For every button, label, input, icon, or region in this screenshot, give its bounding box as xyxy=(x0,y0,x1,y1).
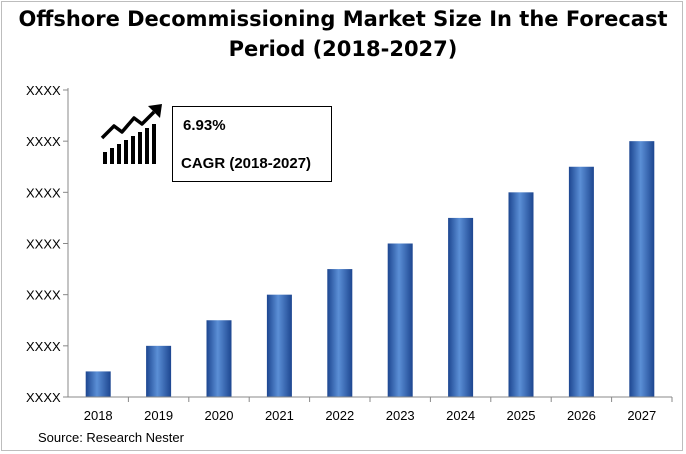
bar-2025 xyxy=(508,192,534,397)
y-tick-label: XXXX xyxy=(26,83,61,98)
x-tick-label-2021: 2021 xyxy=(265,408,294,423)
cagr-callout: 6.93% CAGR (2018-2027) xyxy=(172,106,332,182)
cagr-label: CAGR (2018-2027) xyxy=(181,155,312,172)
bar-series xyxy=(85,141,655,397)
y-tick-label: XXXX xyxy=(26,185,61,200)
chart-title-line-1: Offshore Decommissioning Market Size In … xyxy=(18,7,668,31)
bar-2021 xyxy=(266,294,292,397)
bar-2026 xyxy=(568,166,594,397)
growth-chart-arrow-icon xyxy=(100,104,162,164)
chart-title-line-2: Period (2018-2027) xyxy=(228,37,458,61)
chart-title: Offshore Decommissioning Market Size In … xyxy=(0,4,686,64)
bar-2020 xyxy=(206,320,232,397)
bar-2018 xyxy=(85,371,111,397)
bar-2022 xyxy=(327,269,353,397)
source-note: Source: Research Nester xyxy=(38,430,184,445)
bar-2023 xyxy=(387,243,413,397)
x-tick-label-2025: 2025 xyxy=(507,408,536,423)
x-tick-label-2023: 2023 xyxy=(386,408,415,423)
x-tick-label-2020: 2020 xyxy=(205,408,234,423)
cagr-value: 6.93% xyxy=(183,117,226,134)
y-axis-ticks: XXXX XXXX XXXX XXXX XXXX XXXX XXXX xyxy=(26,83,68,405)
x-axis-labels: 2018 2019 2020 2021 2022 2023 2024 2025 2026 2027 xyxy=(84,397,673,423)
x-tick-label-2018: 2018 xyxy=(84,408,113,423)
bar-2019 xyxy=(146,345,172,397)
y-tick-label: XXXX xyxy=(26,390,61,405)
y-tick-label: XXXX xyxy=(26,237,61,252)
x-tick-label-2019: 2019 xyxy=(144,408,173,423)
x-tick-label-2022: 2022 xyxy=(325,408,354,423)
x-tick-label-2024: 2024 xyxy=(446,408,475,423)
y-tick-label: XXXX xyxy=(26,339,61,354)
y-tick-label: XXXX xyxy=(26,288,61,303)
bar-2027 xyxy=(629,141,655,397)
bar-2024 xyxy=(448,217,474,397)
y-tick-label: XXXX xyxy=(26,134,61,149)
x-tick-label-2027: 2027 xyxy=(627,408,656,423)
x-tick-label-2026: 2026 xyxy=(567,408,596,423)
